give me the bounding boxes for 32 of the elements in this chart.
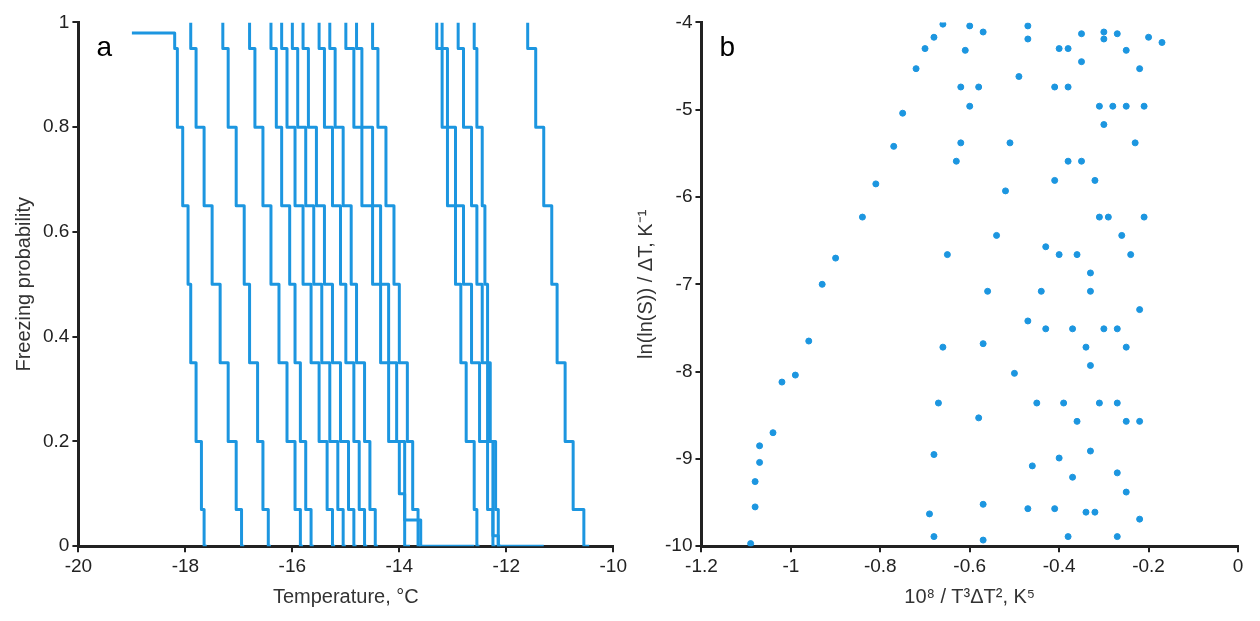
y-tick-label: -7 — [675, 272, 693, 294]
y-tick-label: -4 — [675, 10, 693, 32]
x-tick-label: 0 — [1232, 554, 1244, 576]
x-tick-label: -18 — [171, 554, 200, 576]
x-tick-label: -0.6 — [953, 554, 987, 576]
y-tick-label: -6 — [675, 185, 693, 207]
x-tick-label: -1 — [782, 554, 800, 576]
annotation: b — [719, 31, 736, 63]
x-tick-label: -1.2 — [685, 554, 718, 576]
y-tick-label: -9 — [675, 447, 693, 469]
x-tick-label: -12 — [492, 554, 521, 576]
x-axis-title: 10⁸ / T³ΔT², K⁵ — [904, 584, 1036, 607]
x-tick-label: -0.8 — [863, 554, 897, 576]
y-axis-title: ln(ln(S)) / ΔT, K⁻¹ — [633, 209, 656, 359]
y-axis-title: Freezing probability — [11, 197, 34, 372]
x-tick-label: -14 — [385, 554, 414, 576]
x-tick-label: -10 — [599, 554, 627, 576]
x-tick-label: -0.2 — [1132, 554, 1165, 576]
y-tick-label: -10 — [664, 534, 693, 556]
y-tick-label: 0.2 — [42, 429, 70, 451]
x-tick-label: -16 — [278, 554, 307, 576]
annotation: a — [96, 31, 113, 63]
y-tick-label: 0.6 — [42, 220, 70, 242]
x-tick-label: -0.4 — [1042, 554, 1076, 576]
x-tick-label: -20 — [64, 554, 93, 576]
y-tick-label: 0.8 — [42, 115, 70, 137]
y-tick-label: 0.4 — [42, 324, 70, 346]
y-tick-label: 1 — [58, 10, 70, 32]
x-axis-title: Temperature, °C — [272, 584, 419, 607]
y-tick-label: 0 — [58, 534, 70, 556]
y-tick-label: -5 — [675, 97, 693, 119]
y-tick-label: -8 — [675, 359, 693, 381]
